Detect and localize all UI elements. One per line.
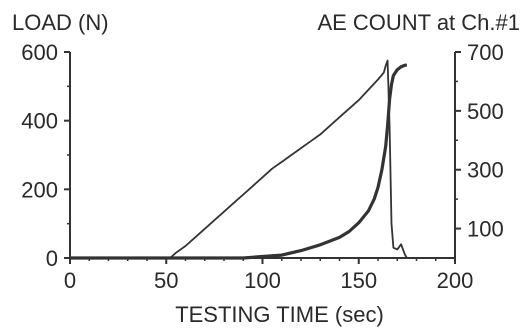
x-tick-label: 100: [244, 268, 281, 293]
series-group: [70, 59, 408, 260]
y-left-tick-label: 200: [21, 177, 58, 202]
y-right-tick-label: 100: [467, 217, 504, 242]
ae-count-line: [70, 63, 407, 260]
x-tick-label: 150: [340, 268, 377, 293]
axes: [64, 51, 461, 264]
y-left-tick-label: 0: [46, 246, 58, 271]
y-left-tick-label: 400: [21, 109, 58, 134]
y-right-tick-label: 300: [467, 158, 504, 183]
load-line: [70, 59, 408, 259]
x-tick-label: 0: [64, 268, 76, 293]
x-tick-label: 200: [437, 268, 474, 293]
x-tick-label: 50: [154, 268, 178, 293]
y-left-axis-title: LOAD (N): [12, 10, 109, 35]
y-right-tick-label: 500: [467, 99, 504, 124]
x-axis-title: TESTING TIME (sec): [175, 302, 384, 327]
y-right-axis-title: AE COUNT at Ch.#1: [317, 10, 520, 35]
y-left-tick-label: 600: [21, 40, 58, 65]
y-right-tick-label: 700: [467, 40, 504, 65]
labels: 0 50 100 150 200 0 200 400 600 100 300 500 700 LOAD (…: [12, 10, 520, 327]
